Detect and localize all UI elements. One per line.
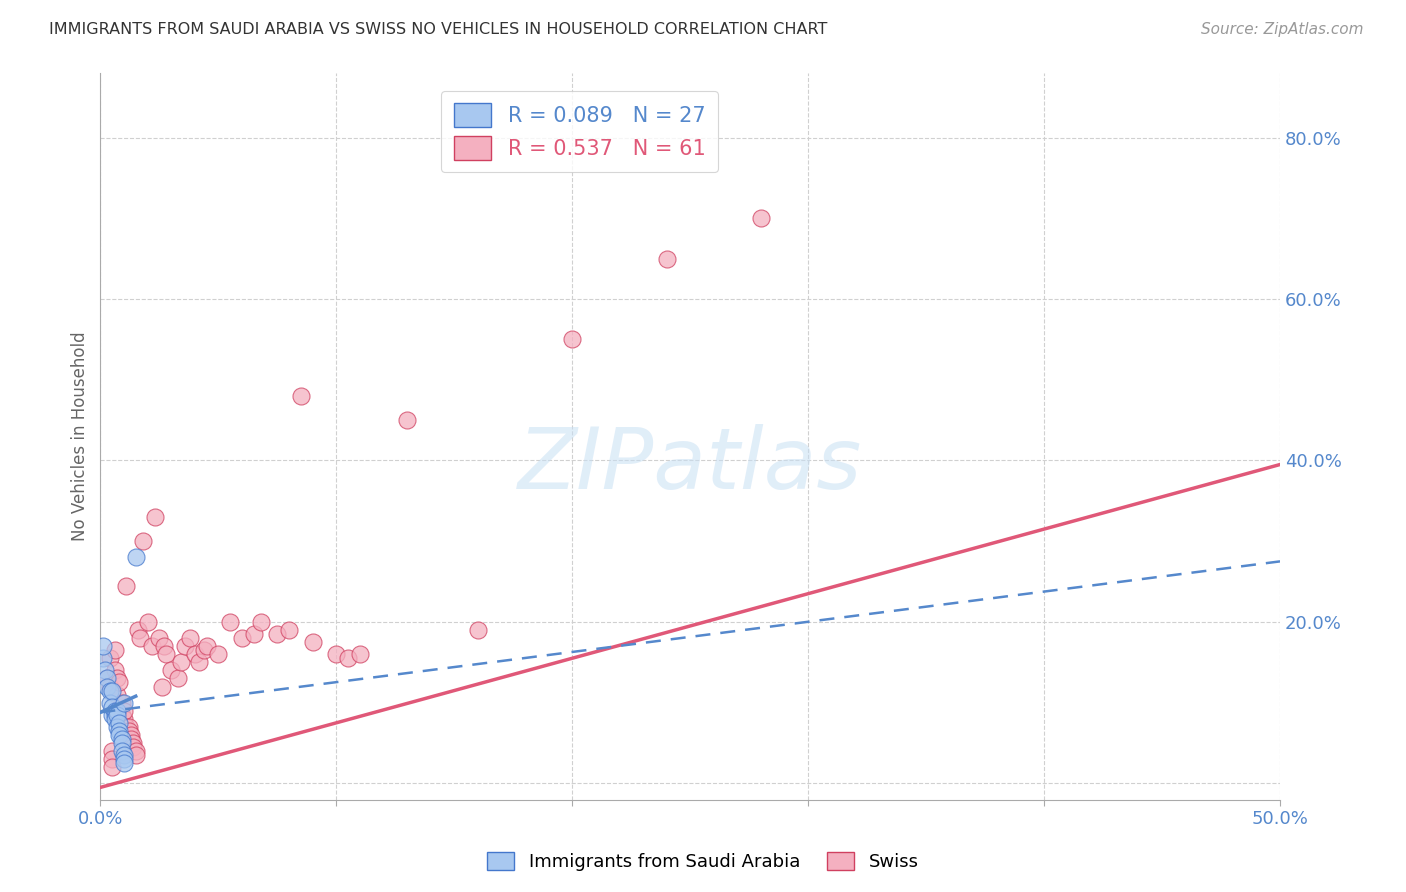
Point bbox=[112, 704, 135, 718]
Point bbox=[120, 728, 142, 742]
Point bbox=[349, 647, 371, 661]
Point bbox=[101, 699, 124, 714]
Point bbox=[103, 712, 125, 726]
Point bbox=[167, 672, 190, 686]
Point bbox=[120, 731, 142, 746]
Text: IMMIGRANTS FROM SAUDI ARABIA VS SWISS NO VEHICLES IN HOUSEHOLD CORRELATION CHART: IMMIGRANTS FROM SAUDI ARABIA VS SWISS NO… bbox=[49, 22, 828, 37]
Point bbox=[96, 680, 118, 694]
Point bbox=[105, 720, 128, 734]
Point bbox=[91, 639, 114, 653]
Point bbox=[98, 683, 121, 698]
Point bbox=[125, 550, 148, 565]
Point bbox=[108, 715, 131, 730]
Point bbox=[112, 712, 135, 726]
Point bbox=[290, 389, 312, 403]
Point bbox=[749, 211, 772, 226]
Point bbox=[155, 647, 177, 661]
Point bbox=[105, 707, 128, 722]
Point bbox=[127, 623, 149, 637]
Point bbox=[655, 252, 678, 266]
Point bbox=[242, 627, 264, 641]
Point bbox=[115, 720, 138, 734]
Point bbox=[193, 643, 215, 657]
Point bbox=[103, 664, 125, 678]
Point bbox=[105, 672, 128, 686]
Point bbox=[249, 615, 271, 629]
Point bbox=[337, 651, 360, 665]
Point bbox=[98, 651, 121, 665]
Legend: R = 0.089   N = 27, R = 0.537   N = 61: R = 0.089 N = 27, R = 0.537 N = 61 bbox=[441, 91, 718, 172]
Point bbox=[96, 672, 118, 686]
Legend: Immigrants from Saudi Arabia, Swiss: Immigrants from Saudi Arabia, Swiss bbox=[479, 845, 927, 879]
Point bbox=[118, 723, 141, 738]
Point bbox=[110, 731, 132, 746]
Point bbox=[125, 744, 148, 758]
Point bbox=[110, 696, 132, 710]
Point bbox=[110, 744, 132, 758]
Point bbox=[179, 631, 201, 645]
Point bbox=[98, 696, 121, 710]
Point bbox=[112, 756, 135, 771]
Point bbox=[153, 639, 176, 653]
Point bbox=[148, 631, 170, 645]
Point bbox=[141, 639, 163, 653]
Point bbox=[219, 615, 242, 629]
Point bbox=[132, 534, 155, 549]
Point bbox=[143, 510, 166, 524]
Y-axis label: No Vehicles in Household: No Vehicles in Household bbox=[72, 332, 89, 541]
Point bbox=[467, 623, 489, 637]
Point bbox=[110, 736, 132, 750]
Point bbox=[110, 707, 132, 722]
Point bbox=[195, 639, 218, 653]
Point bbox=[301, 635, 323, 649]
Point bbox=[150, 680, 173, 694]
Point bbox=[122, 736, 145, 750]
Point bbox=[118, 720, 141, 734]
Text: Source: ZipAtlas.com: Source: ZipAtlas.com bbox=[1201, 22, 1364, 37]
Point bbox=[136, 615, 159, 629]
Point bbox=[169, 655, 191, 669]
Point bbox=[105, 688, 128, 702]
Point bbox=[112, 752, 135, 766]
Point bbox=[96, 672, 118, 686]
Point bbox=[101, 744, 124, 758]
Point bbox=[103, 643, 125, 657]
Text: ZIPatlas: ZIPatlas bbox=[517, 424, 862, 507]
Point bbox=[108, 723, 131, 738]
Point bbox=[112, 696, 135, 710]
Point bbox=[122, 740, 145, 755]
Point bbox=[112, 748, 135, 763]
Point bbox=[561, 332, 583, 346]
Point bbox=[105, 704, 128, 718]
Point bbox=[101, 683, 124, 698]
Point bbox=[115, 578, 138, 592]
Point bbox=[103, 707, 125, 722]
Point bbox=[91, 651, 114, 665]
Point bbox=[108, 728, 131, 742]
Point bbox=[129, 631, 152, 645]
Point bbox=[396, 413, 419, 427]
Point bbox=[103, 704, 125, 718]
Point bbox=[266, 627, 288, 641]
Point bbox=[183, 647, 205, 661]
Point bbox=[188, 655, 211, 669]
Point bbox=[101, 752, 124, 766]
Point bbox=[125, 748, 148, 763]
Point bbox=[207, 647, 229, 661]
Point bbox=[160, 664, 183, 678]
Point bbox=[101, 760, 124, 774]
Point bbox=[325, 647, 347, 661]
Point bbox=[101, 707, 124, 722]
Point bbox=[231, 631, 253, 645]
Point bbox=[94, 664, 117, 678]
Point bbox=[108, 675, 131, 690]
Point bbox=[278, 623, 301, 637]
Point bbox=[174, 639, 197, 653]
Point bbox=[98, 680, 121, 694]
